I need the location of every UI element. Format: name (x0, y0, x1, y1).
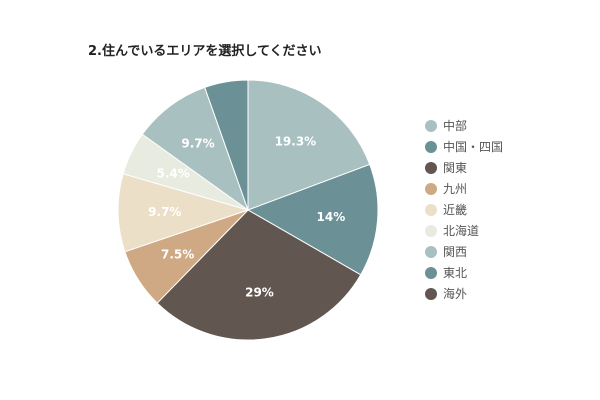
legend: 中部中国・四国関東九州近畿北海道関西東北海外 (425, 115, 503, 304)
legend-swatch (425, 266, 437, 279)
legend-item-4: 九州 (425, 178, 503, 199)
slice-label-2: 14% (317, 210, 346, 224)
legend-swatch (425, 119, 437, 132)
legend-item-5: 近畿 (425, 199, 503, 220)
pie-slice-1 (247, 79, 371, 211)
legend-item-6: 北海道 (425, 220, 503, 241)
pie-slice-7 (141, 86, 250, 212)
slice-label-3: 29% (245, 285, 274, 299)
slice-label-6: 5.4% (157, 167, 190, 181)
slice-label-5: 9.7% (148, 205, 181, 219)
legend-label: 関東 (443, 161, 468, 175)
legend-item-1: 中部 (425, 115, 503, 136)
legend-label: 北海道 (443, 224, 480, 238)
slice-label-7: 9.7% (181, 136, 214, 150)
legend-label: 関西 (443, 245, 468, 259)
legend-swatch (425, 182, 437, 195)
pie-slice-3 (156, 209, 362, 341)
slice-label-4: 7.5% (161, 247, 194, 261)
legend-swatch (425, 203, 437, 216)
legend-item-7: 関西 (425, 241, 503, 262)
legend-swatch (425, 245, 437, 258)
legend-swatch (425, 287, 437, 300)
legend-swatch (425, 224, 437, 237)
chart-title: 2.住んでいるエリアを選択してください (88, 44, 322, 59)
legend-item-2: 中国・四国 (425, 136, 503, 157)
pie-slice-8 (204, 79, 249, 211)
legend-swatch (425, 161, 437, 174)
legend-label: 海外 (443, 287, 468, 301)
legend-label: 中国・四国 (443, 140, 504, 154)
pie-slice-5 (117, 173, 250, 253)
legend-item-8: 東北 (425, 262, 503, 283)
legend-item-3: 関東 (425, 157, 503, 178)
slice-label-1: 19.3% (275, 135, 317, 149)
legend-label: 東北 (443, 266, 468, 280)
legend-label: 近畿 (443, 203, 468, 217)
legend-label: 九州 (443, 182, 468, 196)
legend-label: 中部 (443, 119, 468, 133)
pie-slice-2 (246, 163, 379, 276)
legend-swatch (425, 140, 437, 153)
legend-item-9: 海外 (425, 283, 503, 304)
